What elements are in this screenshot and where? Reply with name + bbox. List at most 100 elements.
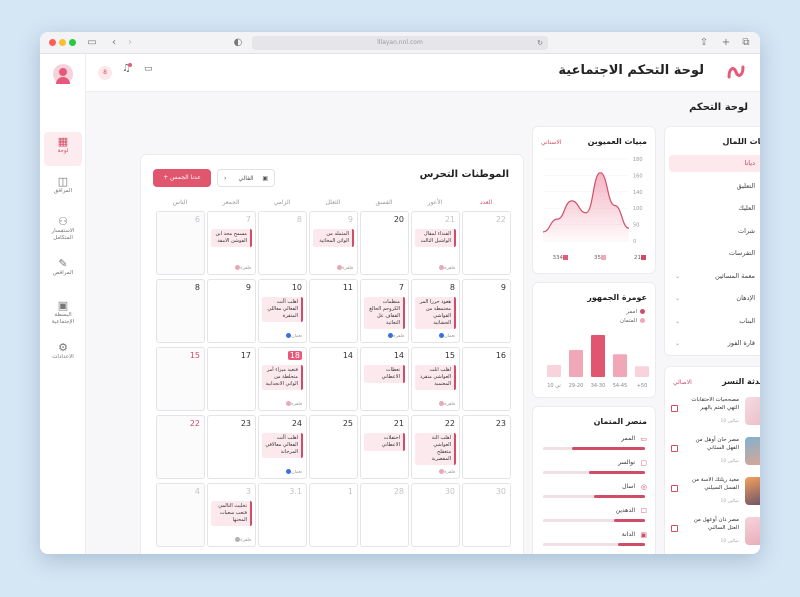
calendar-day-cell[interactable]: 15 اهلب انلت العواشي متقرد المعتمبة فلفرة <box>411 347 460 411</box>
calendar-event[interactable]: المثمله من الواثن المخاثية <box>313 229 354 247</box>
checkbox[interactable] <box>671 445 678 452</box>
sales-link[interactable]: الاسناني <box>541 139 562 146</box>
calendar-day-cell[interactable]: 9 المثمله من الواثن المخاثية فلفرة <box>309 211 358 275</box>
calendar-day-cell[interactable]: 25 <box>309 415 358 479</box>
forward-icon[interactable]: › <box>128 37 132 48</box>
back-icon[interactable]: ‹ <box>112 37 116 48</box>
calendar-event[interactable]: تخليث التالمي فتعب سعيات المختها <box>211 501 252 526</box>
sidebar-item-gear[interactable]: ⚙ الاعدادات <box>44 338 82 372</box>
calendar-event[interactable]: اهلب انلت العواشي متقرد المعتمبة <box>415 365 456 390</box>
calendar-day-cell[interactable]: 3 تخليث التالمي فتعب سعيات المختها فلفرة <box>207 483 256 547</box>
calendar-event[interactable]: مسمح محد ابن الفوشن الامقة <box>211 229 252 247</box>
calendar-event[interactable]: اهلب أأنت الفعالي معاللي المثقرة <box>262 297 303 322</box>
menu-item-6[interactable]: الإدهان◉⌄ <box>669 290 760 307</box>
sidebar-item-grid[interactable]: ▦ لوحة <box>44 132 82 166</box>
calendar-event[interactable]: احتفلات الاعطاني <box>364 433 405 451</box>
sidebar-item-chart[interactable]: ◫ المرافق <box>44 172 82 206</box>
list-item[interactable]: مصححيات الاحتقابات التهي العتم بالهبر 10 … <box>665 395 760 431</box>
menu-item-4[interactable]: التفرسات◌ <box>669 245 760 262</box>
tabs-icon[interactable]: ⧉ <box>742 37 750 48</box>
calendar-day-cell[interactable]: 22 <box>462 211 511 275</box>
calendar-event[interactable]: هعود حررا المر محتمطة من القواشي الجشاثي… <box>415 297 456 329</box>
calendar-day-cell[interactable]: 17 <box>207 347 256 411</box>
calendar-day-cell[interactable]: 16 <box>462 347 511 411</box>
menu-item-1[interactable]: التعليق▭ <box>669 178 760 195</box>
checkbox[interactable] <box>671 405 678 412</box>
event-tag: فلفرة <box>233 265 251 271</box>
calendar-event[interactable]: الفنداء لمقال الواشيل الثالث <box>415 229 456 247</box>
maximize-window-button[interactable] <box>69 39 76 46</box>
sidebar-item-edit[interactable]: ✎ المراقص <box>44 254 82 288</box>
calendar-day-cell[interactable]: 6 <box>156 211 205 275</box>
calendar-day-cell[interactable]: 23 <box>462 415 511 479</box>
platform-label: توالسر <box>618 459 635 466</box>
menu-item-3[interactable]: شرات♺ <box>669 223 760 240</box>
calendar-day-cell[interactable]: 21 احتفلات الاعطاني <box>360 415 409 479</box>
latest-all-link[interactable]: الاصالي <box>673 379 692 386</box>
new-tab-icon[interactable]: + <box>721 37 731 48</box>
legend-label: المتمان <box>620 318 637 324</box>
notification-count-badge[interactable]: 8 <box>98 66 112 80</box>
share-icon[interactable]: ⇪ <box>699 37 709 48</box>
legend-swatch <box>640 318 645 323</box>
menu-item-5[interactable]: معمة المسائين☷⌄ <box>669 268 760 285</box>
calendar-event[interactable]: اهلب النة العواشي مثعقلح المقصرية <box>415 433 456 465</box>
calendar-day-cell[interactable]: 22 اهلب النة العواشي مثعقلح المقصرية فلفرة <box>411 415 460 479</box>
calendar-day-cell[interactable]: 8 هعود حررا المر محتمطة من القواشي الجشاث… <box>411 279 460 343</box>
calendar-event[interactable]: تعطات الاعطاني <box>364 365 405 383</box>
menu-item-8[interactable]: قارة الفوز▤⌄ <box>669 335 760 352</box>
menu-item-7[interactable]: البناب⌂⌄ <box>669 313 760 330</box>
menu-item-label: التفرسات <box>728 249 755 257</box>
calendar-day-cell[interactable]: 7 مسمح محد ابن الفوشن الامقة فلفرة <box>207 211 256 275</box>
close-window-button[interactable] <box>49 39 56 46</box>
address-bar[interactable]: lllayan.nnl.com <box>252 36 548 50</box>
menu-item-label: ديانا <box>744 159 755 167</box>
monitor-icon[interactable]: ▭ <box>144 64 153 74</box>
sidebar-toggle-icon[interactable]: ▭ <box>87 37 97 48</box>
sidebar-item-calendar[interactable]: ▣ البسطة الإجتماعية <box>44 296 82 330</box>
calendar-day-cell[interactable]: 14 <box>309 347 358 411</box>
calendar-day-cell[interactable]: 14 تعطات الاعطاني <box>360 347 409 411</box>
chevron-down-icon: ⌄ <box>675 340 681 347</box>
checkbox[interactable] <box>671 525 678 532</box>
calendar-day-cell[interactable]: 22 <box>156 415 205 479</box>
menu-item-2[interactable]: العليك➦ <box>669 200 760 217</box>
calendar-day-cell[interactable]: 3.1 <box>258 483 307 547</box>
period-selector[interactable]: › الفالي ▣ <box>217 169 275 187</box>
sidebar-item-users[interactable]: ⚇ الاستفسار المتكامل <box>44 212 82 246</box>
calendar-event[interactable]: اهلب أأنت الفعالي معالاقي المرجانة <box>262 433 303 458</box>
calendar-day-cell[interactable]: 20 <box>360 211 409 275</box>
calendar-day-cell[interactable]: 1 <box>309 483 358 547</box>
event-tag-label: فلفرة <box>240 538 251 543</box>
add-event-button[interactable]: + عدنا الجمس <box>153 169 211 187</box>
avatar[interactable] <box>53 64 73 84</box>
list-item[interactable]: معيد ريلتك الاسة من الفسل السيلني 10 صالي… <box>665 475 760 511</box>
minimize-window-button[interactable] <box>59 39 66 46</box>
reload-icon[interactable]: ↻ <box>537 39 543 47</box>
calendar-day-cell[interactable]: 18 فتعيد ميزاء أمر متحلطة من الواثي الانج… <box>258 347 307 411</box>
checkbox[interactable] <box>671 485 678 492</box>
platform-label: الممر <box>621 435 635 442</box>
calendar-day-cell[interactable]: 4 <box>156 483 205 547</box>
list-item-meta: 10 صالين <box>720 419 739 424</box>
bell-icon[interactable]: ♫ <box>122 63 132 74</box>
calendar-event[interactable]: فتعيد ميزاء أمر متحلطة من الواثي الانجدا… <box>262 365 303 390</box>
calendar-day-cell[interactable]: 24 اهلب أأنت الفعالي معالاقي المرجانة نعما… <box>258 415 307 479</box>
list-item[interactable]: مصر دان أوعهل من العتل السالني 10 صالين <box>665 515 760 551</box>
list-item[interactable]: مصر حان أوهل من الفهل السثاني 10 صالين <box>665 435 760 471</box>
calendar-day-cell[interactable]: 15 <box>156 347 205 411</box>
calendar-day-cell[interactable]: 21 الفنداء لمقال الواشيل الثالث فلفرة <box>411 211 460 275</box>
calendar-day-cell[interactable]: 10 اهلب أأنت الفعالي معاللي المثقرة نعمان <box>258 279 307 343</box>
calendar-event[interactable]: منظمات الكروجم الحالغ القفاف عل التعاثية <box>364 297 405 329</box>
calendar-day-cell[interactable]: 11 <box>309 279 358 343</box>
calendar-day-cell[interactable]: 9 <box>207 279 256 343</box>
calendar-day-cell[interactable]: 28 <box>360 483 409 547</box>
calendar-day-cell[interactable]: 7 منظمات الكروجم الحالغ القفاف عل التعاثي… <box>360 279 409 343</box>
calendar-day-cell[interactable]: 8 <box>156 279 205 343</box>
calendar-day-cell[interactable]: 30 <box>411 483 460 547</box>
calendar-day-cell[interactable]: 8 <box>258 211 307 275</box>
calendar-day-cell[interactable]: 23 <box>207 415 256 479</box>
calendar-day-cell[interactable]: 9 <box>462 279 511 343</box>
calendar-day-cell[interactable]: 30 <box>462 483 511 547</box>
menu-item-0[interactable]: ديانا♥ <box>669 155 760 172</box>
